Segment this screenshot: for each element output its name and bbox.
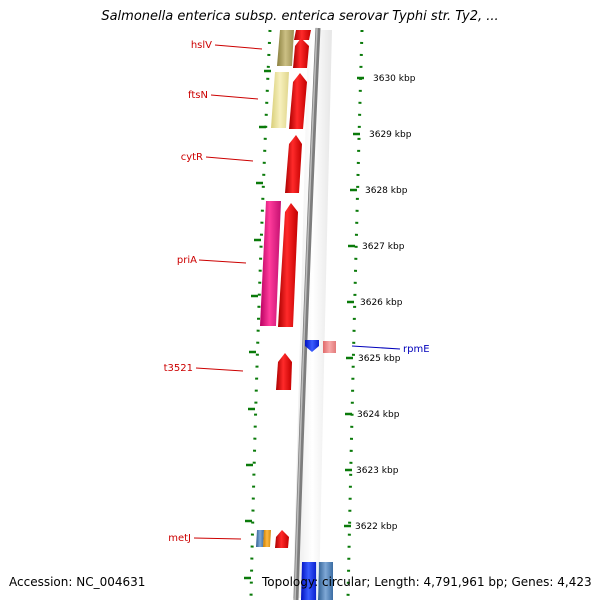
- gene-label: t3521: [164, 363, 193, 374]
- scale-label: 3629 kbp: [369, 130, 412, 140]
- scale-label: 3628 kbp: [365, 186, 408, 196]
- cds-feature: [316, 562, 319, 600]
- cds-feature: [285, 135, 302, 193]
- cds-feature: [289, 73, 307, 129]
- scale-label: 3622 kbp: [355, 522, 398, 532]
- gene-label: cytR: [181, 152, 203, 163]
- cds-feature: [293, 38, 309, 68]
- scale-label: 3626 kbp: [360, 298, 403, 308]
- inner-ring-ticks: [244, 69, 271, 580]
- cds-feature: [276, 353, 292, 390]
- cds-feature: [323, 341, 336, 353]
- gene-label: priA: [177, 255, 197, 266]
- scale-ticks: [344, 76, 364, 528]
- accession-text: Accession: NC_004631: [9, 575, 146, 589]
- cds-feature: [271, 72, 289, 128]
- map-title: Salmonella enterica subsp. enterica sero…: [101, 9, 499, 24]
- cds-feature: [318, 562, 333, 600]
- scale-label: 3627 kbp: [362, 242, 405, 252]
- outer-dotted-ring: [346, 29, 364, 599]
- scale-label: 3630 kbp: [373, 74, 416, 84]
- cds-feature: [275, 530, 289, 548]
- scale-label: 3623 kbp: [356, 466, 399, 476]
- gene-label: hslV: [191, 40, 212, 51]
- cds-feature: [260, 201, 281, 326]
- gene-label: ftsN: [188, 90, 208, 101]
- cds-features: [256, 30, 336, 600]
- cds-feature: [277, 30, 294, 66]
- scale-label: 3624 kbp: [357, 410, 400, 420]
- genome-backbone-highlight: [294, 27, 318, 600]
- gene-label: metJ: [168, 533, 191, 544]
- scale-label: 3625 kbp: [358, 354, 401, 364]
- cds-feature: [301, 562, 316, 600]
- cds-feature: [305, 340, 319, 352]
- cds-feature: [256, 530, 264, 547]
- cds-feature: [294, 30, 311, 40]
- gene-label: rpmE: [403, 344, 430, 355]
- genome-summary-text: Topology: circular; Length: 4,791,961 bp…: [262, 575, 592, 589]
- genome-backbone: [293, 27, 321, 600]
- cds-feature: [263, 530, 271, 547]
- label-leaders: [193, 44, 401, 540]
- cds-feature: [278, 203, 298, 327]
